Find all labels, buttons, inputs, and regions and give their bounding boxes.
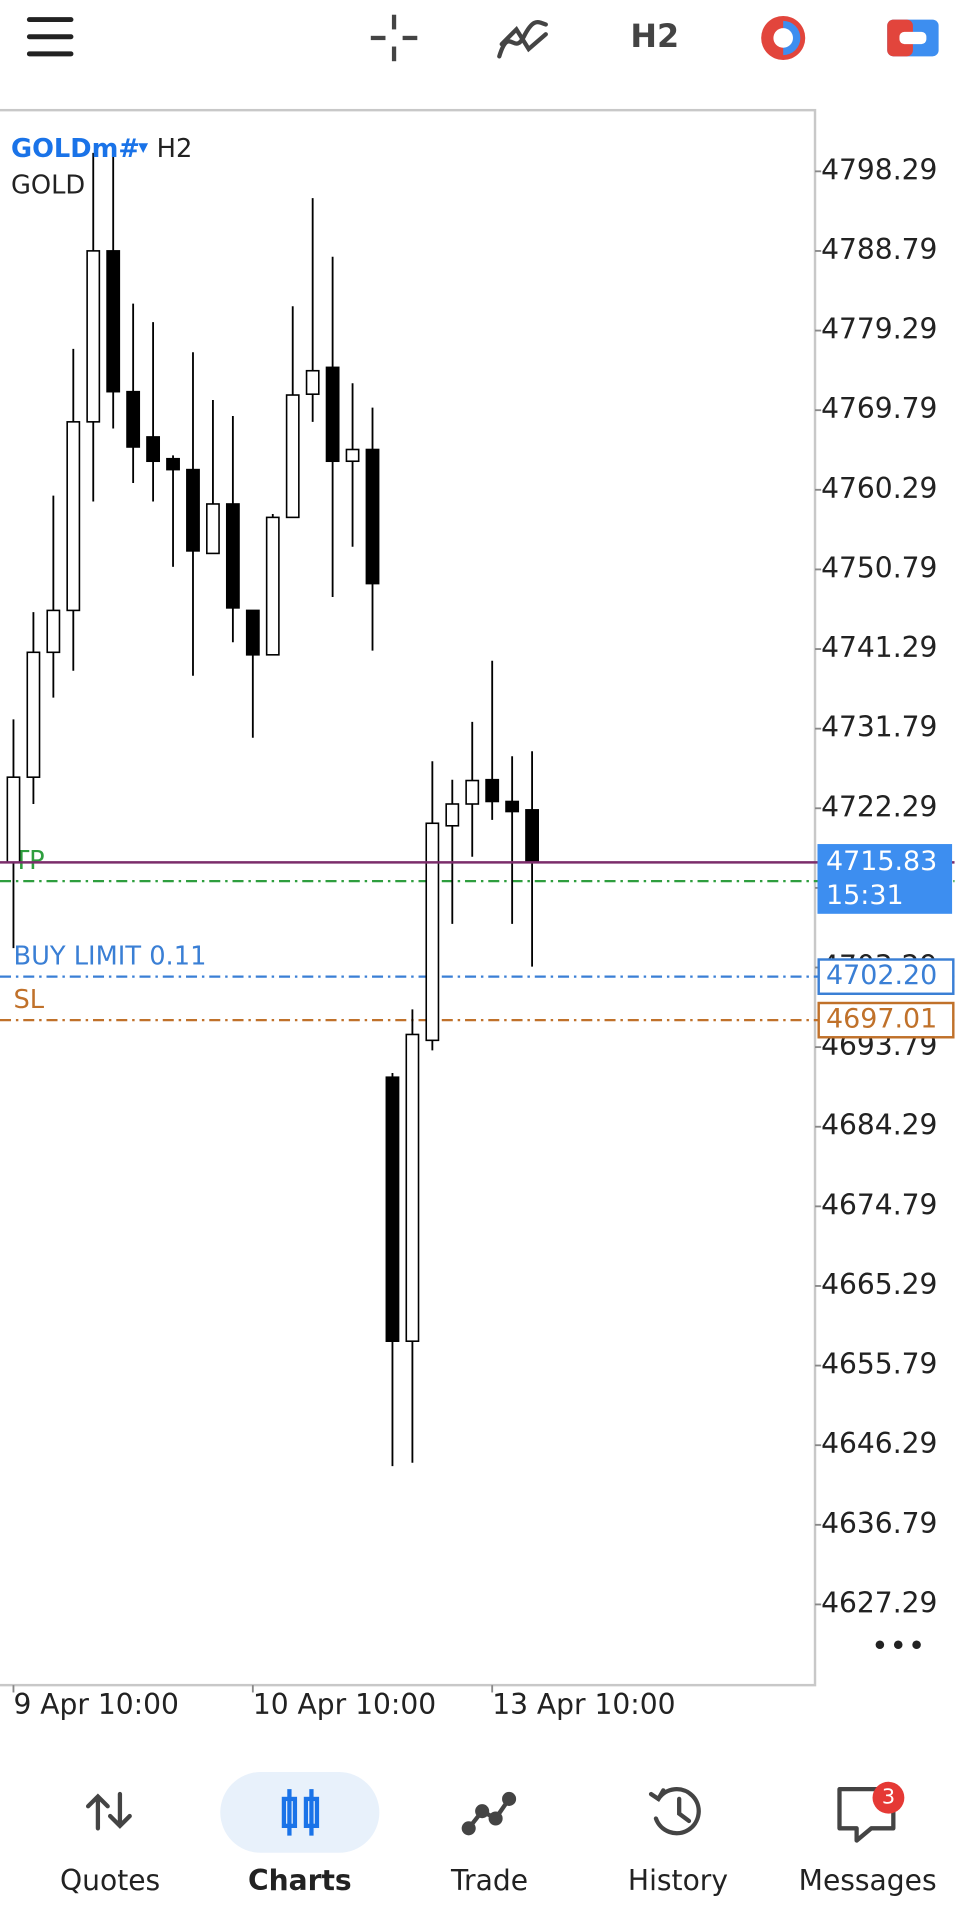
order-level-label: SL: [13, 985, 44, 1015]
trade-icon: [461, 1791, 517, 1836]
y-tick-label: 4731.79: [821, 711, 937, 744]
nav-tab[interactable]: Messages: [799, 1864, 937, 1897]
candle-body: [505, 800, 520, 813]
symbol-dropdown[interactable]: [138, 143, 149, 153]
y-tick-label: 4655.79: [821, 1348, 937, 1381]
candle-body: [6, 776, 21, 864]
nav-tab[interactable]: Quotes: [60, 1864, 160, 1897]
badge-count: 3: [882, 1785, 895, 1809]
bottom-nav: Quotes Charts Trade History Messages 3: [60, 1772, 937, 1897]
candle-body: [425, 822, 440, 1042]
candle-body: [325, 366, 340, 463]
y-tick-label: 4665.29: [821, 1268, 937, 1301]
order-price-box: [817, 1001, 955, 1039]
active-tab-highlight: [220, 1772, 380, 1853]
order-price-box: [817, 958, 955, 995]
candle-body: [46, 609, 61, 654]
y-tick-label: 4627.29: [821, 1586, 937, 1619]
nav-tab[interactable]: History: [628, 1864, 728, 1897]
chart-area: [0, 108, 817, 1687]
toolbar: H2: [26, 14, 939, 62]
symbol-description: GOLD: [11, 171, 85, 201]
candle-body: [126, 390, 141, 448]
y-tick-label: 4779.29: [821, 313, 937, 346]
charts-icon: [281, 1789, 320, 1836]
candle-body: [225, 503, 240, 609]
order-price-label: 4697.01: [826, 1004, 937, 1035]
nav-tab[interactable]: Charts: [248, 1864, 352, 1897]
history-icon: [648, 1787, 701, 1836]
y-tick-label: 4684.29: [821, 1109, 937, 1142]
candle-body: [365, 448, 380, 585]
candle-body: [106, 250, 121, 393]
symbol[interactable]: GOLDm#: [11, 134, 140, 164]
y-tick-label: 4646.29: [821, 1427, 937, 1460]
candle-body: [166, 457, 180, 471]
bid-price-label: 4715.83: [826, 846, 937, 877]
crosshair-button[interactable]: [370, 14, 418, 62]
candle-body: [146, 436, 161, 463]
x-tick-label: 9 Apr 10:00: [13, 1688, 178, 1721]
candle-body: [385, 1076, 400, 1342]
order-level-label: BUY LIMIT 0.11: [13, 942, 206, 972]
menu-button[interactable]: [26, 17, 74, 57]
candle-body: [206, 503, 220, 555]
candle-body: [405, 1033, 420, 1342]
candle-body: [445, 803, 460, 827]
x-tick-label: 10 Apr 10:00: [253, 1688, 436, 1721]
chart-timeframe: H2: [157, 134, 193, 164]
y-tick-label: 4788.79: [821, 233, 937, 266]
candle-body: [305, 369, 320, 395]
candle-body: [345, 448, 360, 463]
order-price-label: 4702.20: [826, 960, 937, 991]
candle-body: [465, 779, 480, 805]
candle-body: [186, 468, 200, 552]
indicators-button[interactable]: [497, 20, 548, 59]
y-tick-label: 4722.29: [821, 790, 937, 823]
y-tick-label: 4769.79: [821, 392, 937, 425]
y-tick-label: 4674.79: [821, 1188, 937, 1221]
bid-price-box: [817, 844, 953, 914]
candle-body: [66, 421, 81, 612]
timeframe-button[interactable]: H2: [630, 17, 679, 55]
account-button[interactable]: [887, 19, 939, 57]
nav-tab[interactable]: Trade: [450, 1864, 528, 1897]
x-tick-label: 13 Apr 10:00: [492, 1688, 675, 1721]
quotes-icon: [85, 1791, 132, 1831]
badge: [872, 1781, 905, 1814]
candle-body: [485, 778, 500, 803]
y-tick-label: 4750.79: [821, 551, 937, 584]
y-tick-label: 4798.29: [821, 153, 937, 186]
candle-body: [26, 651, 41, 778]
y-tick-label: 4636.79: [821, 1507, 937, 1540]
more-button[interactable]: [875, 1640, 921, 1650]
candle-body: [265, 516, 280, 656]
bid-timer: 15:31: [826, 880, 904, 911]
y-tick-label: 4741.29: [821, 631, 937, 664]
trade-button[interactable]: [761, 15, 806, 60]
y-tick-label: 4760.29: [821, 472, 937, 505]
candle-body: [245, 609, 260, 656]
candle-body: [285, 394, 300, 519]
candle-body: [525, 809, 540, 864]
candle-body: [86, 250, 101, 423]
